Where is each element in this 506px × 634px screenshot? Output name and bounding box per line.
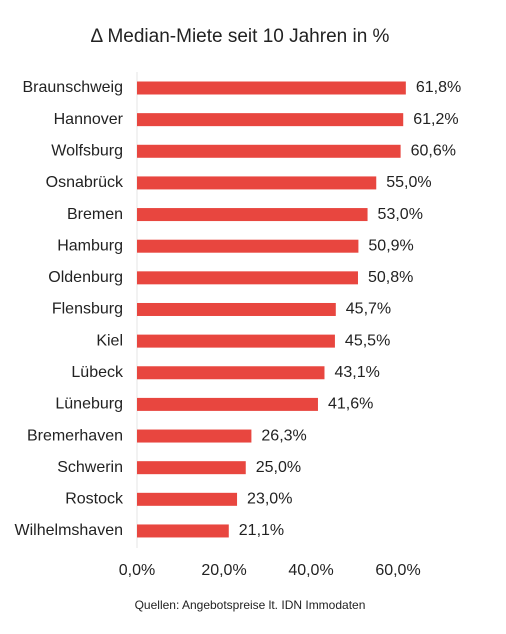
y-tick-label: Osnabrück	[46, 174, 124, 191]
bar	[137, 239, 359, 253]
y-tick-label: Hannover	[54, 111, 124, 128]
value-label: 61,8%	[416, 79, 461, 96]
x-tick-label: 40,0%	[288, 562, 333, 579]
value-label: 45,7%	[346, 301, 391, 318]
bar	[137, 81, 406, 95]
value-label: 60,6%	[411, 142, 456, 159]
value-label: 50,8%	[368, 269, 413, 286]
value-label: 41,6%	[328, 396, 373, 413]
bar	[137, 208, 368, 222]
y-tick-label: Rostock	[65, 491, 124, 508]
value-label: 23,0%	[247, 491, 292, 508]
bar	[137, 271, 358, 285]
y-tick-label: Bremerhaven	[27, 427, 123, 444]
bar	[137, 461, 246, 475]
x-tick-label: 20,0%	[201, 562, 246, 579]
value-label: 43,1%	[334, 364, 379, 381]
y-tick-label: Flensburg	[52, 301, 123, 318]
value-label: 26,3%	[261, 427, 306, 444]
bar	[137, 492, 238, 506]
y-tick-label: Wolfsburg	[51, 142, 123, 159]
bar	[137, 429, 252, 443]
x-tick-label: 0,0%	[119, 562, 155, 579]
y-tick-label: Kiel	[96, 332, 123, 349]
y-tick-label: Hamburg	[57, 237, 123, 254]
y-tick-label: Lüneburg	[55, 396, 123, 413]
y-tick-label: Braunschweig	[23, 79, 124, 96]
value-label: 45,5%	[345, 332, 390, 349]
source: Quellen: Angebotspreise lt. IDN Immodate…	[135, 598, 366, 612]
value-label: 53,0%	[378, 206, 423, 223]
bar	[137, 113, 404, 127]
value-label: 61,2%	[413, 111, 458, 128]
bar	[137, 397, 318, 411]
bar	[137, 334, 335, 348]
bar	[137, 144, 401, 158]
bar	[137, 524, 229, 538]
y-tick-label: Bremen	[67, 206, 123, 223]
y-tick-label: Lübeck	[71, 364, 124, 381]
value-label: 25,0%	[256, 459, 301, 476]
chart-title: Δ Median-Miete seit 10 Jahren in %	[91, 26, 390, 47]
bar	[137, 302, 336, 316]
y-tick-label: Wilhelmshaven	[15, 522, 123, 539]
bar	[137, 366, 325, 380]
value-label: 55,0%	[386, 174, 431, 191]
y-tick-label: Schwerin	[57, 459, 123, 476]
value-label: 50,9%	[368, 237, 413, 254]
value-label: 21,1%	[239, 522, 284, 539]
y-tick-label: Oldenburg	[48, 269, 123, 286]
x-tick-label: 60,0%	[375, 562, 420, 579]
bar	[137, 176, 377, 190]
